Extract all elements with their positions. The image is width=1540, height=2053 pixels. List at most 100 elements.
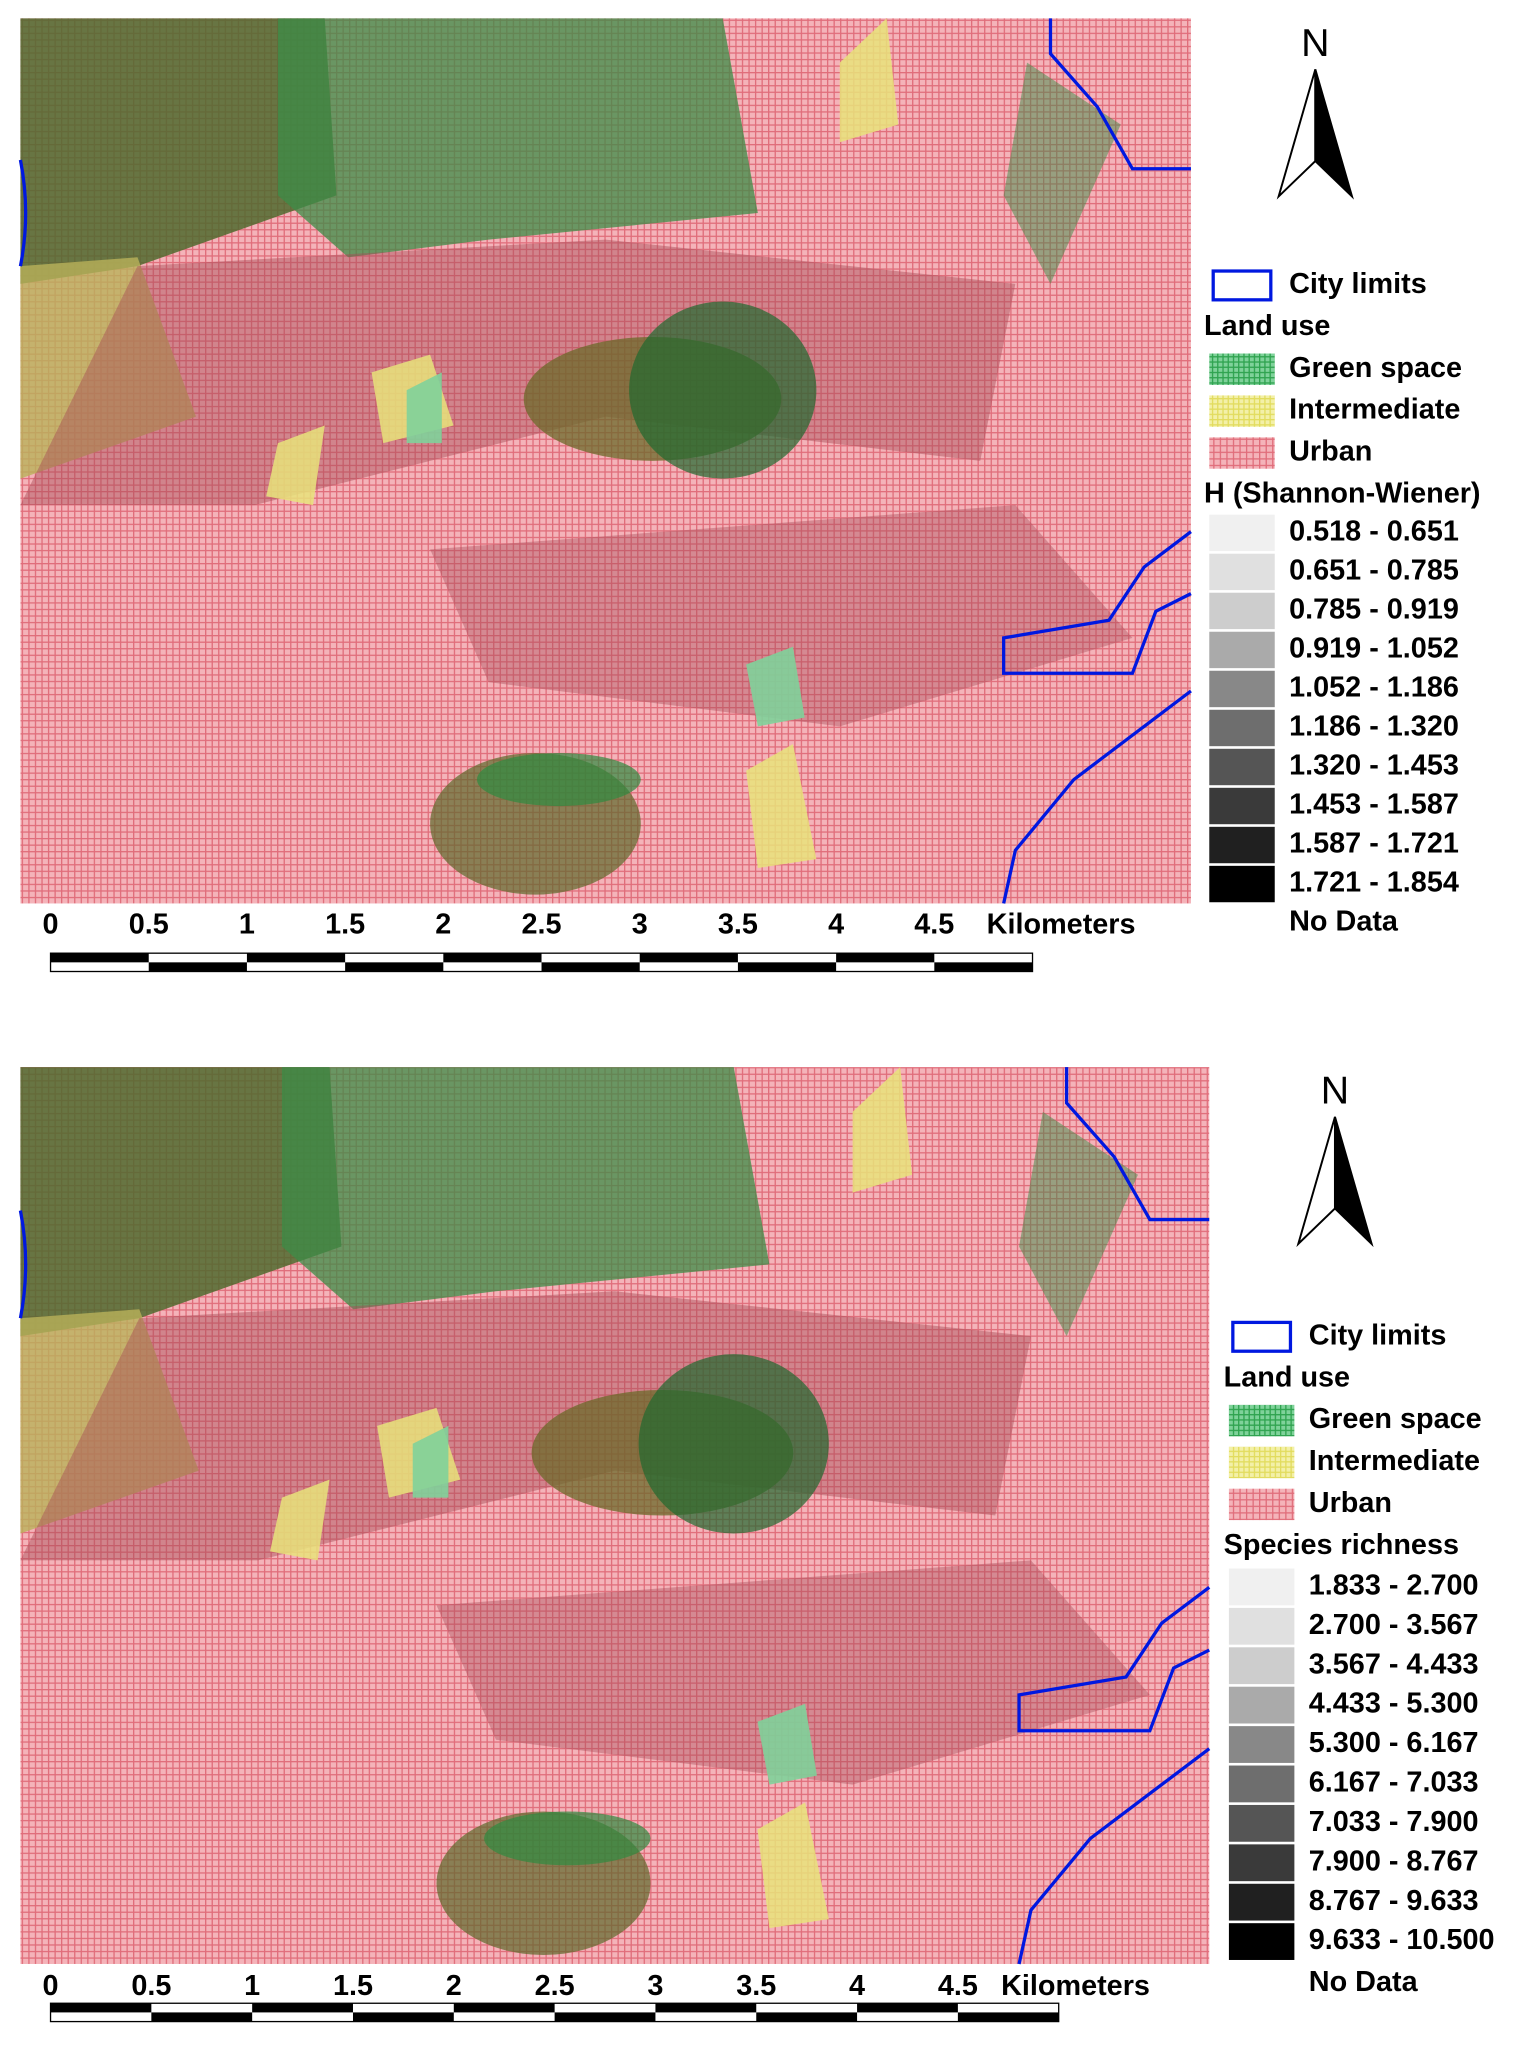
class-swatch [1228,1607,1295,1645]
legend-label: 1.833 - 2.700 [1309,1569,1479,1601]
class-swatch [1228,1844,1295,1882]
scale-segment [453,2003,555,2013]
legend-label: No Data [1309,1966,1419,1998]
scale-label: 2.5 [522,908,562,940]
legend-label: City limits [1289,268,1427,300]
class-swatch [1209,787,1275,825]
land-patch [20,1309,199,1534]
legend-label: 0.651 - 0.785 [1289,555,1459,587]
scale-segment [345,962,444,972]
scale-label: 3.5 [718,908,758,940]
legend-label: 2.700 - 3.567 [1309,1609,1479,1641]
scale-segment [737,962,837,972]
scale-segment [554,2012,656,2022]
city-limits [18,159,28,267]
land-patch [430,505,1133,727]
land-patch [757,1802,829,1929]
class-swatch [1228,1726,1295,1763]
class-swatch [1209,748,1275,786]
scale-label: 0 [43,1970,59,2002]
land-patch [277,18,758,258]
land-patch [406,372,442,444]
land-patch [746,646,805,727]
scale-label: 0 [43,908,59,940]
city-limits [1002,689,1192,904]
map-panel [18,18,1192,904]
scale-outline [49,952,1034,973]
legend-label: 1.453 - 1.587 [1289,789,1459,821]
legend-label: 3.567 - 4.433 [1309,1648,1479,1680]
scale-label: 1.5 [325,908,365,940]
scale-label: 2 [446,1970,462,2002]
city-limits [1064,1067,1210,1222]
class-swatch [1209,631,1275,669]
map-panel [18,1067,1211,1965]
class-swatch [1209,553,1275,591]
class-swatch [1209,514,1275,552]
legend-label: Green space [1309,1403,1482,1435]
scale-segment [148,962,247,972]
land-patch [746,744,817,869]
legend-label: 1.587 - 1.721 [1289,828,1459,860]
land-patch [629,301,817,479]
legend-label: City limits [1309,1319,1447,1351]
legend-label: 0.785 - 0.919 [1289,594,1459,626]
land-use-swatch [1209,437,1275,469]
land-patch [1019,1111,1138,1337]
class-swatch [1209,670,1275,708]
scale-segment [252,2003,353,2013]
scale-label: 2 [435,908,451,940]
class-swatch [1228,1804,1295,1842]
scale-unit: Kilometers [1001,1970,1150,2002]
scale-segment [541,962,640,972]
city-limits [1002,530,1192,675]
scale-segment [655,2003,757,2013]
class-swatch [1228,1923,1295,1960]
city-limits-swatch [1231,1320,1293,1353]
land-patch [20,239,1016,506]
land-patch [852,1067,913,1193]
legend-title: Land use [1224,1361,1350,1393]
land-patch [757,1703,817,1785]
scale-outline [49,2002,1060,2023]
class-swatch [1209,592,1275,630]
class-swatch [1228,1765,1295,1803]
north-arrow [1333,1116,1374,1248]
legend-label: Intermediate [1289,394,1460,426]
scale-label: 1.5 [333,1970,373,2002]
scale-label: 4.5 [914,908,954,940]
north-arrow [1314,69,1354,200]
scale-label: 4 [828,908,844,940]
legend-label: 1.320 - 1.453 [1289,750,1459,782]
land-use-swatch [1228,1404,1295,1437]
legend-label: 5.300 - 6.167 [1309,1727,1479,1759]
scale-segment [639,953,738,963]
legend-label: Urban [1309,1487,1392,1519]
scale-segment [836,953,935,963]
land-patch [484,1811,651,1866]
scale-segment [50,2003,152,2013]
land-use-swatch [1209,395,1275,427]
land-patch [412,1425,449,1498]
class-swatch [1209,709,1275,747]
legend-title: Species richness [1224,1529,1459,1561]
class-swatch [1228,1647,1295,1685]
land-patch [638,1354,829,1534]
city-limits-swatch [1211,269,1273,302]
scale-segment [756,2012,858,2022]
scale-segment [352,2012,454,2022]
legend-label: No Data [1289,906,1399,938]
scale-label: 1 [244,1970,260,2002]
legend-title: Land use [1204,310,1330,342]
legend-label: 7.900 - 8.767 [1309,1845,1479,1877]
legend-label: 6.167 - 7.033 [1309,1767,1479,1799]
scale-segment [957,2012,1059,2022]
scale-segment [151,2012,253,2022]
scale-segment [246,953,346,963]
legend-label: 1.186 - 1.320 [1289,711,1459,743]
city-limits [1048,18,1191,171]
city-limits [1017,1747,1211,1965]
land-use-swatch [1228,1488,1295,1521]
legend-label: 8.767 - 9.633 [1309,1885,1479,1917]
